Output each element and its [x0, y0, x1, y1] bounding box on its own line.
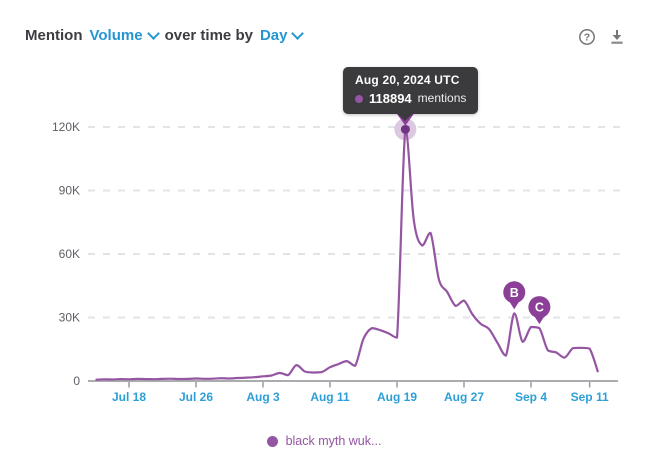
x-axis-label: Sep 4: [515, 390, 547, 404]
chart-tooltip: Aug 20, 2024 UTC 118894 mentions: [343, 67, 479, 122]
title-prefix: Mention: [25, 27, 83, 44]
tooltip-suffix: mentions: [417, 91, 467, 106]
tooltip-arrow: [397, 113, 413, 122]
y-axis-label: 30K: [59, 311, 80, 325]
series-line[interactable]: [95, 128, 600, 381]
legend-label: black myth wuk...: [285, 434, 382, 448]
legend-dot-icon: [266, 435, 278, 447]
annotation-pin-b[interactable]: B: [503, 281, 526, 310]
widget-toolbar: ?: [578, 28, 626, 46]
interval-dropdown[interactable]: Day: [259, 27, 305, 44]
x-axis-label: Aug 19: [377, 390, 417, 404]
y-axis-label: 0: [73, 374, 80, 388]
pin-circle-icon: [528, 296, 551, 319]
metric-dropdown[interactable]: Volume: [89, 27, 160, 44]
pin-circle-icon: [503, 281, 526, 304]
x-axis-label: Jul 26: [179, 390, 213, 404]
pin-label: B: [510, 286, 519, 300]
tooltip-date: Aug 20, 2024 UTC: [355, 73, 460, 87]
svg-text:?: ?: [584, 32, 590, 44]
title-middle: over time by: [164, 27, 253, 44]
series-dot-icon: [355, 95, 363, 104]
help-icon[interactable]: ?: [578, 28, 596, 46]
y-axis-label: 90K: [59, 184, 80, 198]
annotation-pin-c[interactable]: C: [528, 296, 551, 325]
y-axis-label: 60K: [59, 247, 80, 261]
pin-label: C: [535, 301, 544, 315]
volume-chart-canvas[interactable]: 0 30K 60K 90K 120K Jul 18 Jul 26 Aug 3 Aug 11 Aug…: [0, 0, 648, 414]
download-icon[interactable]: [608, 28, 626, 46]
metric-dropdown-label: Volume: [89, 27, 143, 44]
tooltip-value: 118894: [369, 90, 412, 106]
x-axis-label: Aug 11: [310, 390, 350, 404]
y-axis-label: 120K: [52, 120, 80, 134]
legend-item[interactable]: black myth wuk...: [0, 434, 648, 448]
chart-title: Mention Volume over time by Day: [25, 27, 305, 44]
x-axis-label: Aug 3: [246, 390, 280, 404]
interval-dropdown-label: Day: [259, 27, 288, 44]
x-axis-label: Jul 18: [112, 390, 146, 404]
highlight-point[interactable]: [400, 124, 410, 134]
x-axis-label: Sep 11: [571, 390, 609, 404]
x-axis-label: Aug 27: [444, 390, 484, 404]
